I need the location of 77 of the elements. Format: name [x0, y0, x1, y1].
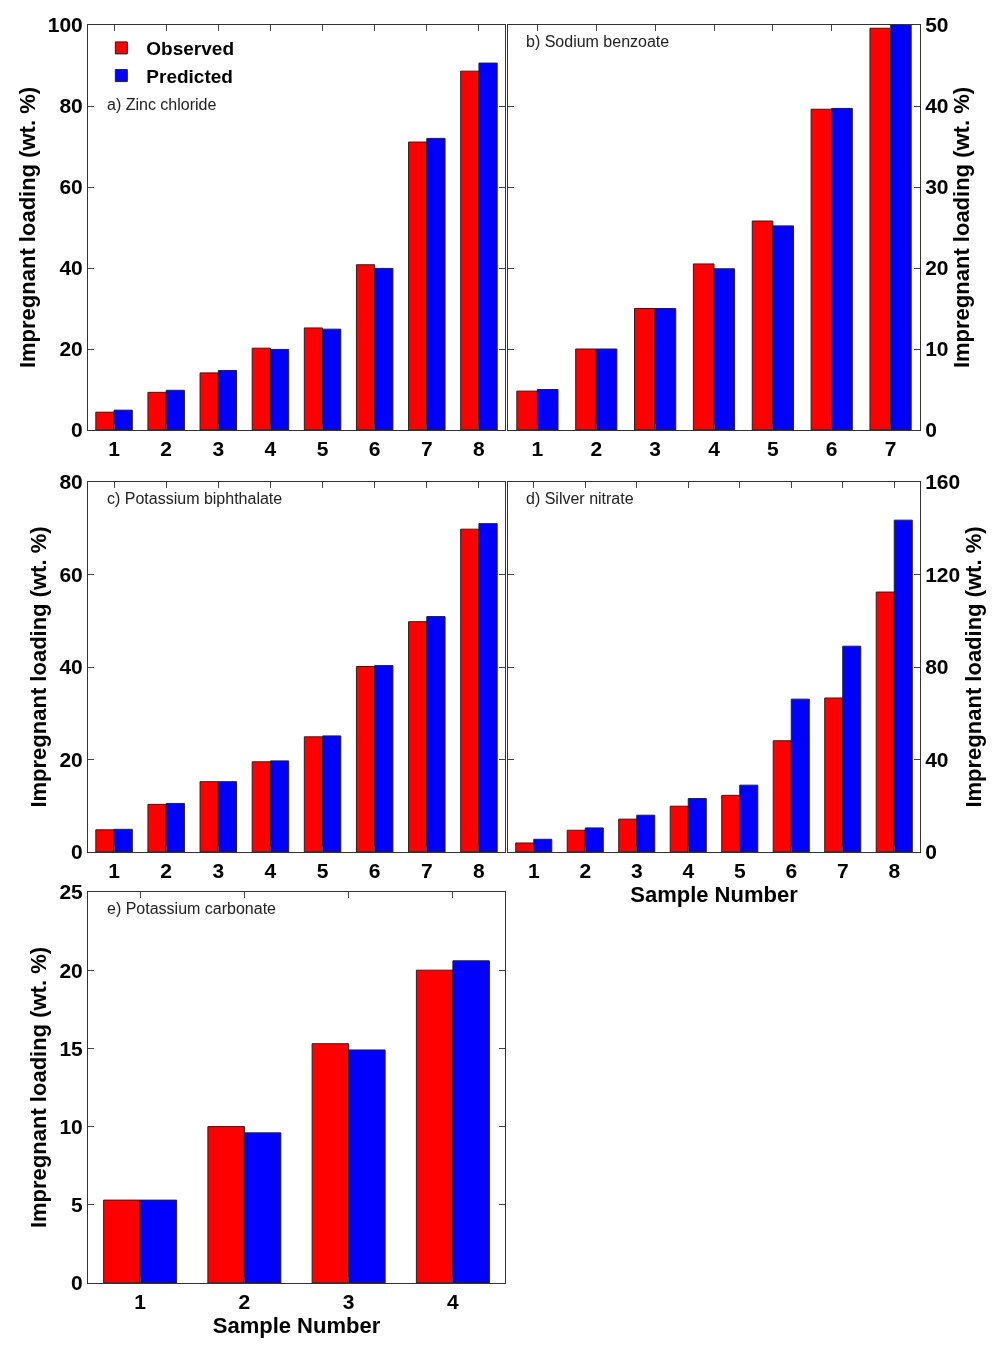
y-tick-label: 80: [59, 94, 83, 118]
x-tick-label: 3: [212, 859, 225, 883]
y-tick-label: 80: [59, 470, 83, 494]
y2-tick-label: 10: [925, 337, 949, 361]
y2-tick-label: 30: [925, 175, 949, 199]
y-tick-label: 40: [59, 655, 83, 679]
x-tick-label: 7: [836, 859, 849, 883]
x-tick-label: 3: [212, 437, 225, 461]
x-tick-label: 1: [527, 859, 540, 883]
x-tick-label: 8: [888, 859, 901, 883]
x-tick-label: 3: [342, 1290, 355, 1314]
y-tick-label: 40: [59, 256, 83, 280]
x-tick-label: 5: [767, 437, 780, 461]
x-tick-label: 4: [264, 859, 277, 883]
x-tick-label: 5: [733, 859, 746, 883]
x-tick-label: 6: [368, 859, 381, 883]
annotation: c) Potassium biphthalate: [107, 490, 283, 507]
legend-label: Observed: [146, 38, 234, 60]
x-tick-label: 4: [708, 437, 721, 461]
y-tick-label: 25: [59, 880, 84, 904]
x-tick-label: 6: [368, 437, 381, 461]
y2-tick-label: 50: [925, 13, 949, 37]
y2-tick-label: 80: [925, 655, 949, 679]
y2-tick-label: 40: [925, 94, 949, 118]
x-tick-label: 1: [531, 437, 544, 461]
x-tick-label: 5: [316, 859, 329, 883]
x-axis-title: Sample Number: [630, 882, 799, 908]
annotation: a) Zinc chloride: [107, 96, 217, 113]
y2-tick-label: 40: [925, 747, 949, 771]
y-tick-label: 0: [71, 840, 83, 864]
y-tick-label: 10: [59, 1114, 83, 1138]
x-tick-label: 3: [649, 437, 661, 461]
annotation: b) Sodium benzoate: [526, 33, 670, 50]
annotation: d) Silver nitrate: [526, 490, 634, 507]
x-tick-label: 2: [590, 437, 603, 461]
y2-tick-label: 20: [925, 256, 949, 280]
x-tick-label: 4: [264, 437, 277, 461]
x-tick-label: 6: [825, 437, 838, 461]
y-tick-label: 15: [59, 1036, 84, 1060]
y2-tick-label: 160: [925, 470, 961, 494]
y-tick-label: 0: [71, 418, 83, 442]
y2-tick-label: 0: [925, 840, 937, 864]
x-tick-label: 2: [160, 859, 173, 883]
y-axis-title: Impregnant loading (wt. %): [26, 526, 52, 808]
x-tick-label: 7: [420, 859, 433, 883]
y-tick-label: 5: [71, 1193, 84, 1217]
y-tick-label: 20: [59, 958, 83, 982]
x-tick-label: 2: [160, 437, 173, 461]
y2-tick-label: 120: [925, 562, 961, 586]
x-axis-title: Sample Number: [212, 1313, 381, 1339]
y2-tick-label: 0: [925, 418, 937, 442]
y2-axis-title: Impregnant loading (wt. %): [961, 526, 987, 808]
y-axis-title: Impregnant loading (wt. %): [14, 86, 40, 369]
y2-axis-title: Impregnant loading (wt. %): [949, 86, 975, 369]
x-tick-label: 1: [108, 859, 121, 883]
x-tick-label: 8: [473, 437, 486, 461]
x-tick-label: 6: [785, 859, 798, 883]
y-tick-label: 20: [59, 337, 83, 361]
x-tick-label: 1: [134, 1290, 147, 1314]
x-tick-label: 2: [579, 859, 592, 883]
x-tick-label: 2: [238, 1290, 251, 1314]
y-tick-label: 20: [59, 747, 83, 771]
x-tick-label: 1: [108, 437, 121, 461]
annotation: e) Potassium carbonate: [107, 900, 277, 917]
x-tick-label: 4: [447, 1290, 460, 1314]
y-tick-label: 100: [47, 13, 83, 37]
y-tick-label: 0: [71, 1271, 83, 1295]
x-tick-label: 5: [316, 437, 329, 461]
y-tick-label: 60: [59, 562, 83, 586]
x-tick-label: 7: [420, 437, 433, 461]
legend-label: Predicted: [146, 66, 233, 88]
x-tick-label: 8: [473, 859, 486, 883]
y-tick-label: 60: [59, 175, 83, 199]
y-axis-title: Impregnant loading (wt. %): [26, 946, 52, 1229]
x-tick-label: 7: [884, 437, 897, 461]
x-tick-label: 4: [682, 859, 695, 883]
x-tick-label: 3: [630, 859, 643, 883]
